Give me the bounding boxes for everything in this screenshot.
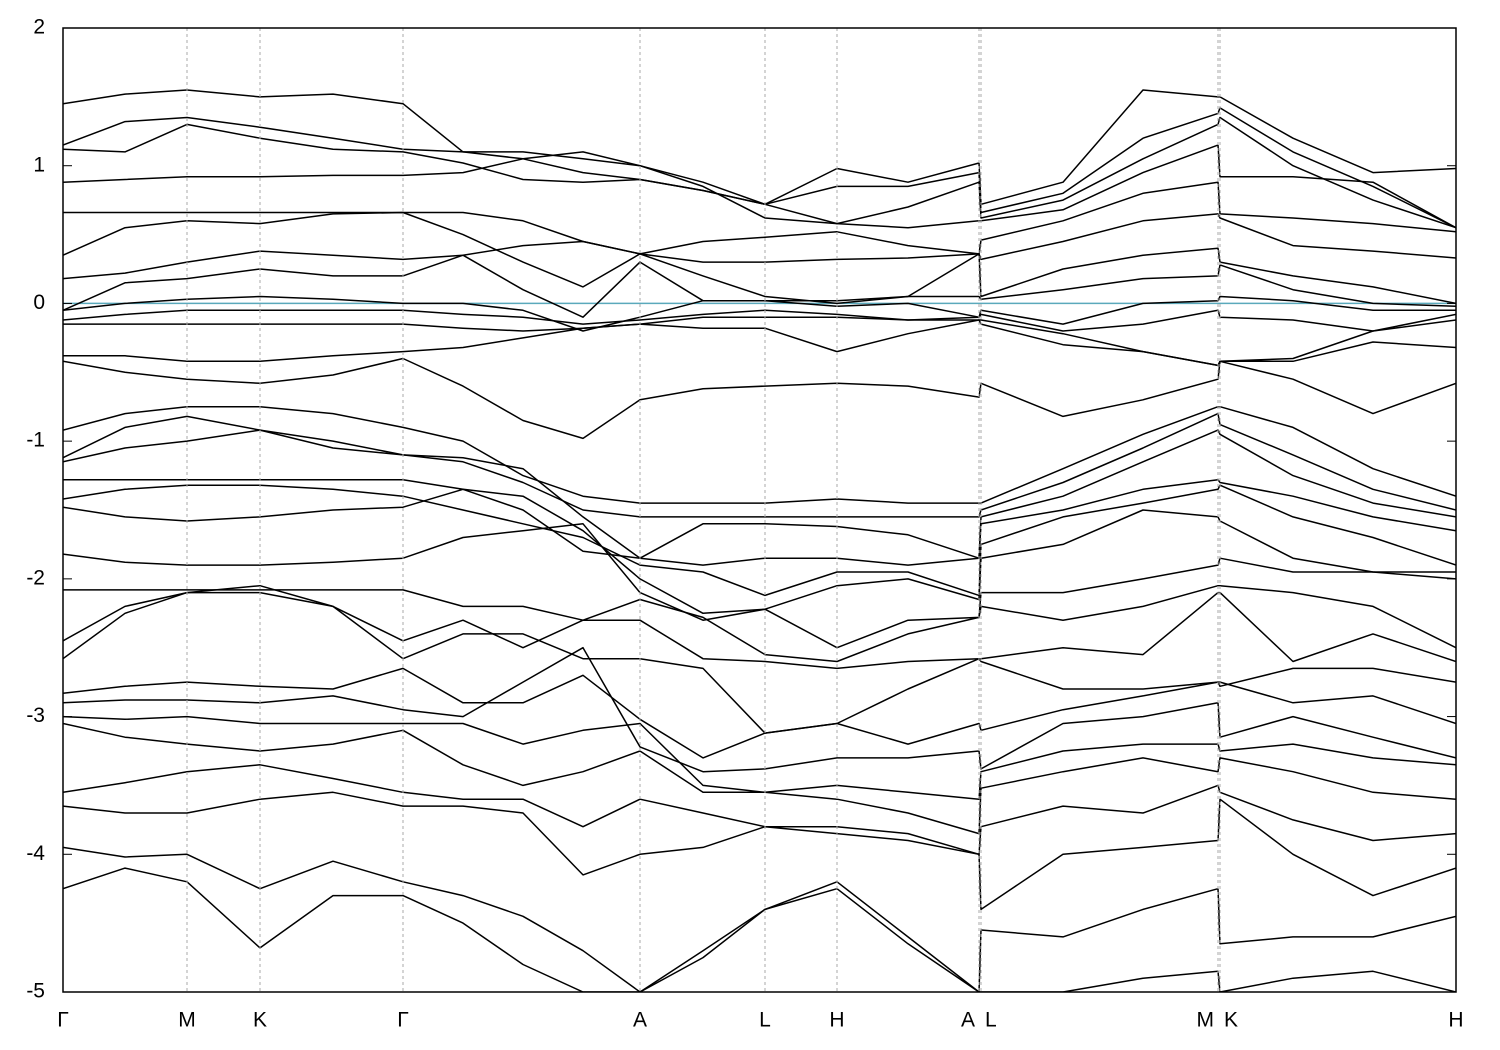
band-line <box>63 791 1456 911</box>
band-line <box>63 254 1456 318</box>
x-tick-label: L <box>985 1009 997 1032</box>
band-line <box>63 240 1456 305</box>
x-tick-label: Γ <box>397 1009 409 1032</box>
band-line <box>63 295 1456 332</box>
x-tick-label: A <box>961 1009 975 1032</box>
y-tick-label: -3 <box>26 704 45 727</box>
plot-area <box>63 89 1456 992</box>
x-tick-label: L <box>759 1009 771 1032</box>
x-tick-label: M <box>1197 1009 1215 1032</box>
x-tick-label: K <box>253 1009 267 1032</box>
y-tick-label: -5 <box>26 980 45 1003</box>
band-line <box>63 412 1456 518</box>
band-line <box>63 722 1456 835</box>
band-line <box>63 591 1456 734</box>
band-line <box>63 211 1456 288</box>
band-line <box>63 144 1456 229</box>
band-line <box>63 319 1456 367</box>
band-line <box>63 357 1456 440</box>
band-line <box>63 316 1456 367</box>
y-tick-label: -1 <box>26 429 45 452</box>
y-tick-label: 0 <box>33 291 45 314</box>
x-tick-label: M <box>178 1009 196 1032</box>
x-tick-label: H <box>829 1009 844 1032</box>
band-line <box>63 478 1456 566</box>
x-tick-label: A <box>633 1009 647 1032</box>
band-line <box>63 116 1456 229</box>
band-line <box>63 646 1456 773</box>
plot-frame <box>62 27 1457 993</box>
band-line <box>63 429 1456 559</box>
band-line <box>63 667 1456 759</box>
band-line <box>63 89 1456 206</box>
x-tick-label: H <box>1448 1009 1463 1032</box>
y-tick-label: -4 <box>26 842 45 865</box>
x-tick-label: Γ <box>57 1009 69 1032</box>
band-line <box>63 867 1456 992</box>
band-line <box>63 484 1456 597</box>
band-line <box>63 181 1456 255</box>
y-tick-label: 1 <box>33 153 45 176</box>
band-line <box>63 107 1456 229</box>
band-line <box>63 523 1456 649</box>
band-line <box>63 846 1456 992</box>
band-line <box>63 405 1456 504</box>
y-tick-label: 2 <box>33 16 45 39</box>
x-tick-label: K <box>1224 1009 1238 1032</box>
band-line <box>63 584 1456 670</box>
band-line <box>63 764 1456 856</box>
y-tick-label: -2 <box>26 566 45 589</box>
band-line <box>63 584 1456 663</box>
